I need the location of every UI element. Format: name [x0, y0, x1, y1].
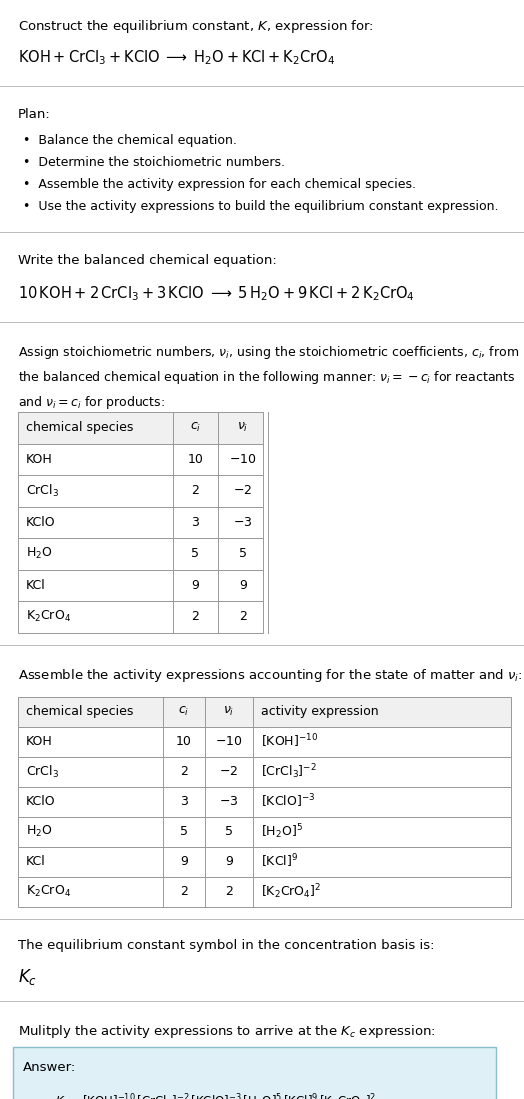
Text: $[\mathrm{KClO}]^{-3}$: $[\mathrm{KClO}]^{-3}$: [261, 792, 315, 810]
Text: 5: 5: [180, 825, 188, 839]
Text: •  Use the activity expressions to build the equilibrium constant expression.: • Use the activity expressions to build …: [23, 200, 498, 213]
Bar: [18, 475, 263, 507]
Bar: [18, 726, 511, 756]
Text: 5: 5: [239, 547, 247, 560]
Text: KClO: KClO: [26, 515, 56, 529]
Text: KCl: KCl: [26, 855, 46, 868]
Text: $K_c$: $K_c$: [18, 966, 37, 987]
Text: $\mathrm{CrCl_3}$: $\mathrm{CrCl_3}$: [26, 482, 59, 499]
Text: $-3$: $-3$: [233, 515, 253, 529]
Text: 10: 10: [176, 735, 192, 748]
Text: $[\mathrm{H_2O}]^5$: $[\mathrm{H_2O}]^5$: [261, 822, 303, 841]
Bar: [18, 756, 511, 787]
Text: 3: 3: [192, 515, 200, 529]
Text: Assemble the activity expressions accounting for the state of matter and $\nu_i$: Assemble the activity expressions accoun…: [18, 666, 523, 684]
Text: $-3$: $-3$: [220, 795, 239, 808]
Text: 9: 9: [239, 579, 247, 591]
Text: 2: 2: [192, 485, 200, 497]
Text: $\nu_i$: $\nu_i$: [237, 421, 249, 434]
Text: Assign stoichiometric numbers, $\nu_i$, using the stoichiometric coefficients, $: Assign stoichiometric numbers, $\nu_i$, …: [18, 344, 519, 411]
Bar: [18, 507, 263, 539]
Text: chemical species: chemical species: [26, 421, 134, 434]
Bar: [18, 412, 263, 444]
Text: $[\mathrm{K_2CrO_4}]^2$: $[\mathrm{K_2CrO_4}]^2$: [261, 882, 321, 901]
Text: 2: 2: [192, 610, 200, 623]
Text: chemical species: chemical species: [26, 704, 134, 718]
Bar: [18, 877, 511, 907]
Text: $\mathrm{H_2O}$: $\mathrm{H_2O}$: [26, 824, 52, 839]
Text: $[\mathrm{KOH}]^{-10}$: $[\mathrm{KOH}]^{-10}$: [261, 733, 318, 751]
Text: 3: 3: [180, 795, 188, 808]
Text: $10\,\mathrm{KOH} + 2\,\mathrm{CrCl_3} + 3\,\mathrm{KClO}  \;\longrightarrow\;  : $10\,\mathrm{KOH} + 2\,\mathrm{CrCl_3} +…: [18, 284, 415, 302]
Text: KOH: KOH: [26, 735, 53, 748]
Text: $K_c = [\mathrm{KOH}]^{-10}\,[\mathrm{CrCl_3}]^{-2}\,[\mathrm{KClO}]^{-3}\,[\mat: $K_c = [\mathrm{KOH}]^{-10}\,[\mathrm{Cr…: [55, 1092, 376, 1099]
Text: KOH: KOH: [26, 453, 53, 466]
Text: $[\mathrm{CrCl_3}]^{-2}$: $[\mathrm{CrCl_3}]^{-2}$: [261, 762, 317, 781]
Text: $-2$: $-2$: [234, 485, 253, 497]
Bar: [18, 569, 263, 601]
Bar: [18, 539, 263, 569]
Text: $\mathrm{K_2CrO_4}$: $\mathrm{K_2CrO_4}$: [26, 884, 71, 899]
Bar: [18, 846, 511, 877]
Text: KCl: KCl: [26, 579, 46, 591]
Text: 9: 9: [180, 855, 188, 868]
Text: $\mathrm{CrCl_3}$: $\mathrm{CrCl_3}$: [26, 764, 59, 779]
Text: Write the balanced chemical equation:: Write the balanced chemical equation:: [18, 254, 277, 267]
Text: 5: 5: [225, 825, 233, 839]
Text: Answer:: Answer:: [23, 1061, 77, 1074]
Text: 5: 5: [191, 547, 200, 560]
Text: $\nu_i$: $\nu_i$: [223, 704, 235, 718]
Text: $c_i$: $c_i$: [190, 421, 201, 434]
Text: •  Balance the chemical equation.: • Balance the chemical equation.: [23, 134, 237, 147]
Text: 9: 9: [225, 855, 233, 868]
Bar: [18, 444, 263, 475]
Bar: [18, 697, 511, 726]
Text: 2: 2: [225, 885, 233, 898]
Text: 9: 9: [192, 579, 200, 591]
Text: Construct the equilibrium constant, $K$, expression for:: Construct the equilibrium constant, $K$,…: [18, 18, 374, 35]
Text: The equilibrium constant symbol in the concentration basis is:: The equilibrium constant symbol in the c…: [18, 939, 434, 952]
Text: $-10$: $-10$: [215, 735, 243, 748]
Text: $c_i$: $c_i$: [178, 704, 190, 718]
FancyBboxPatch shape: [13, 1046, 496, 1099]
Text: $-10$: $-10$: [229, 453, 257, 466]
Text: $-2$: $-2$: [220, 765, 238, 778]
Text: •  Assemble the activity expression for each chemical species.: • Assemble the activity expression for e…: [23, 178, 416, 191]
Text: $[\mathrm{KCl}]^9$: $[\mathrm{KCl}]^9$: [261, 853, 298, 870]
Text: •  Determine the stoichiometric numbers.: • Determine the stoichiometric numbers.: [23, 156, 285, 169]
Text: Plan:: Plan:: [18, 108, 51, 121]
Text: Mulitply the activity expressions to arrive at the $K_c$ expression:: Mulitply the activity expressions to arr…: [18, 1022, 436, 1040]
Bar: [18, 817, 511, 846]
Bar: [18, 787, 511, 817]
Text: activity expression: activity expression: [261, 704, 379, 718]
Text: 2: 2: [180, 885, 188, 898]
Text: 2: 2: [180, 765, 188, 778]
Text: 10: 10: [188, 453, 203, 466]
Text: 2: 2: [239, 610, 247, 623]
Text: $\mathrm{KOH} + \mathrm{CrCl_3} + \mathrm{KClO}  \;\longrightarrow\;  \mathrm{H_: $\mathrm{KOH} + \mathrm{CrCl_3} + \mathr…: [18, 48, 335, 67]
Text: $\mathrm{H_2O}$: $\mathrm{H_2O}$: [26, 546, 52, 562]
Text: KClO: KClO: [26, 795, 56, 808]
Bar: [18, 601, 263, 633]
Text: $\mathrm{K_2CrO_4}$: $\mathrm{K_2CrO_4}$: [26, 609, 71, 624]
